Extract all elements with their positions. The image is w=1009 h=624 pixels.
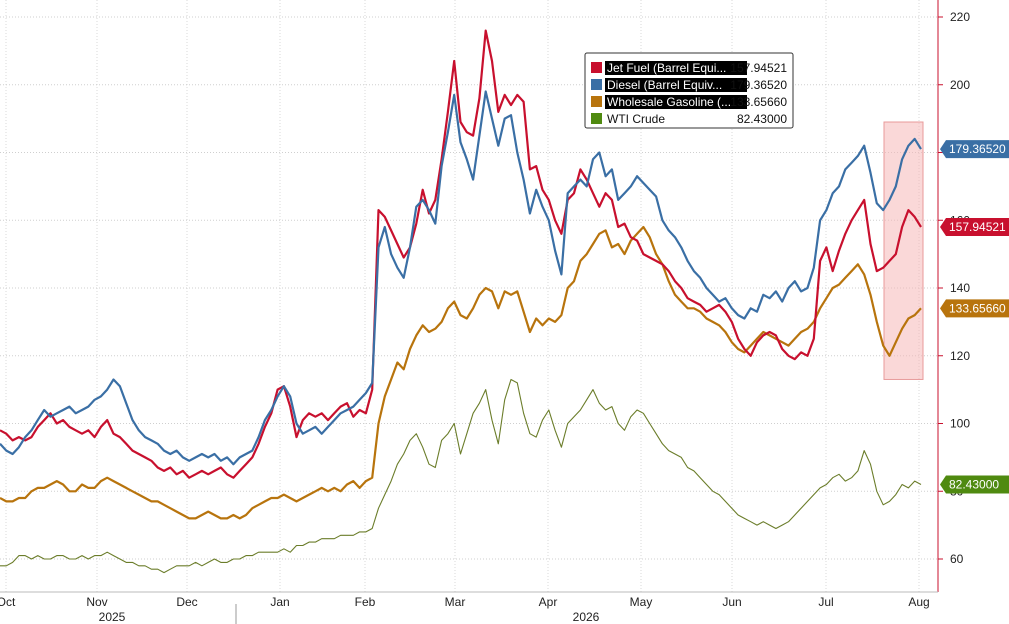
- y-tick-label: 200: [950, 78, 970, 92]
- x-month-label: Jul: [818, 595, 833, 609]
- y-tick-label: 60: [950, 552, 964, 566]
- legend-swatch-wti: [591, 113, 602, 124]
- legend-value-jet-fuel: 157.94521: [730, 61, 787, 75]
- y-tick-label: 120: [950, 349, 970, 363]
- x-month-label: Apr: [539, 595, 558, 609]
- series-line-jet-fuel: [0, 29, 922, 479]
- last-value-tag-wti: 82.43000: [940, 475, 1009, 494]
- tag-shape: [940, 299, 1009, 318]
- x-month-label: Dec: [176, 595, 197, 609]
- legend: Jet Fuel (Barrel Equi... 157.94521 Diese…: [584, 52, 794, 129]
- horizontal-gridlines: [0, 16, 938, 560]
- x-month-label: Oct: [0, 595, 16, 609]
- tag-label: 179.36520: [949, 142, 1006, 156]
- legend-swatch-diesel: [591, 79, 602, 90]
- legend-swatch-jet-fuel: [591, 62, 602, 73]
- x-month-label: Feb: [355, 595, 376, 609]
- x-axis-labels: Oct Nov Dec Jan Feb Mar Apr May Jun Jul Aug 2025 202…: [0, 595, 930, 624]
- legend-value-gasoline: 133.65660: [730, 95, 787, 109]
- x-month-label: Jan: [270, 595, 289, 609]
- legend-label-bg-diesel: [605, 78, 747, 92]
- last-value-tag-diesel: 179.36520: [940, 140, 1009, 159]
- tag-shape: [940, 475, 1009, 494]
- legend-label-jet-fuel: Jet Fuel (Barrel Equi...: [607, 61, 726, 75]
- last-value-tag-jet-fuel: 157.94521: [940, 218, 1009, 237]
- last-value-tag-gasoline: 133.65660: [940, 299, 1009, 318]
- x-month-label: Nov: [86, 595, 107, 609]
- legend-label-wti: WTI Crude: [607, 112, 665, 126]
- x-year-label: 2026: [573, 610, 600, 624]
- y-tick-label: 140: [950, 281, 970, 295]
- x-month-label: Mar: [445, 595, 466, 609]
- legend-label-diesel: Diesel (Barrel Equiv...: [607, 78, 722, 92]
- series-lines: [0, 29, 922, 574]
- series-line-diesel: [0, 90, 922, 466]
- y-tick-label: 100: [950, 417, 970, 431]
- tag-label: 82.43000: [949, 477, 999, 491]
- last-value-tags: 157.94521 179.36520 133.65660 82.43000: [940, 140, 1009, 494]
- legend-swatch-gasoline: [591, 96, 602, 107]
- x-month-label: Aug: [908, 595, 929, 609]
- x-month-label: Jun: [722, 595, 741, 609]
- legend-value-wti: 82.43000: [737, 112, 787, 126]
- x-month-label: May: [630, 595, 653, 609]
- highlight-band: [883, 121, 924, 380]
- legend-label-bg-gasoline: [605, 95, 747, 109]
- legend-label-bg-jet-fuel: [605, 61, 747, 75]
- tag-shape: [940, 218, 1009, 237]
- series-line-wti: [0, 378, 922, 574]
- legend-value-diesel: 179.36520: [730, 78, 787, 92]
- tag-label: 157.94521: [949, 220, 1006, 234]
- tag-shape: [940, 140, 1009, 159]
- y-tick-label: 220: [950, 10, 970, 24]
- legend-label-gasoline: Wholesale Gasoline (...: [607, 95, 731, 109]
- x-year-label: 2025: [99, 610, 126, 624]
- tag-label: 133.65660: [949, 301, 1006, 315]
